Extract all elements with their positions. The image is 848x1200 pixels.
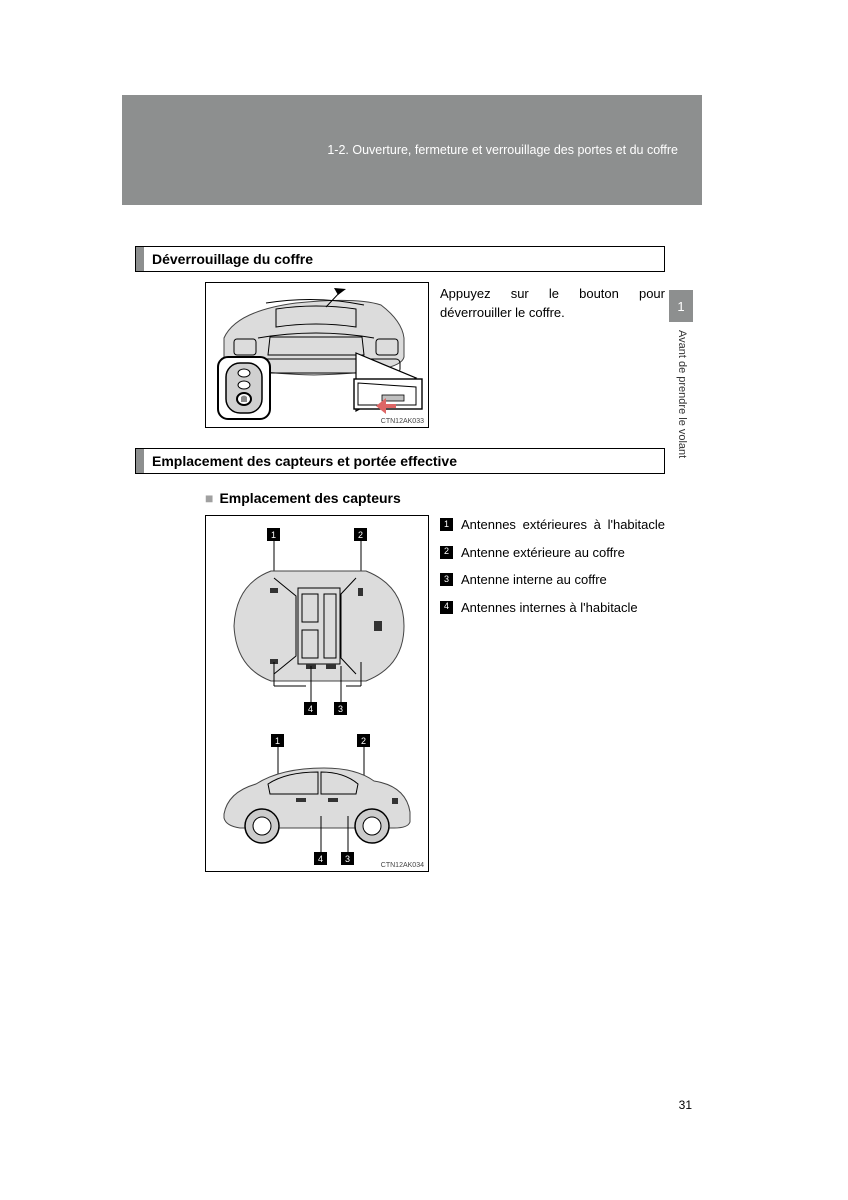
legend-list: 1 Antennes extérieures à l'habitacle 2 A… (440, 515, 665, 625)
legend-text: Antenne interne au coffre (461, 570, 665, 590)
figure-code: CTN12AK034 (381, 862, 424, 869)
legend-item: 1 Antennes extérieures à l'habitacle (440, 515, 665, 535)
section-title: Emplacement des capteurs et portée effec… (152, 453, 457, 469)
legend-number: 4 (440, 601, 453, 614)
callout-label-1: 1 (267, 528, 280, 541)
key-fob-illustration (216, 355, 272, 421)
section-heading-unlock-trunk: Déverrouillage du coffre (135, 246, 665, 272)
sub-heading-sensor-location: ■ Emplacement des capteurs (205, 490, 401, 506)
figure-sensor-locations: 1 2 4 3 1 2 4 3 CTN12AK034 (205, 515, 429, 872)
callout-label-4b: 4 (314, 852, 327, 865)
page-number: 31 (679, 1098, 692, 1112)
legend-item: 4 Antennes internes à l'habitacle (440, 598, 665, 618)
legend-number: 3 (440, 573, 453, 586)
car-diagrams (206, 516, 428, 871)
figure-trunk-unlock: CTN12AK033 (205, 282, 429, 428)
instruction-text-line2: déverrouiller le coffre. (440, 303, 665, 323)
legend-item: 3 Antenne interne au coffre (440, 570, 665, 590)
callout-label-2b: 2 (357, 734, 370, 747)
breadcrumb-text: 1-2. Ouverture, fermeture et verrouillag… (327, 143, 678, 157)
section-title: Déverrouillage du coffre (152, 251, 313, 267)
instruction-text-line1: Appuyez sur le bouton pour (440, 284, 665, 304)
section-heading-sensors: Emplacement des capteurs et portée effec… (135, 448, 665, 474)
legend-item: 2 Antenne extérieure au coffre (440, 543, 665, 563)
chapter-header: 1-2. Ouverture, fermeture et verrouillag… (122, 95, 702, 205)
callout-label-1b: 1 (271, 734, 284, 747)
callout-label-3b: 3 (341, 852, 354, 865)
figure-code: CTN12AK033 (381, 418, 424, 425)
chapter-tab: 1 (669, 290, 693, 322)
legend-number: 2 (440, 546, 453, 559)
sub-heading-text: Emplacement des capteurs (219, 490, 400, 506)
legend-text: Antenne extérieure au coffre (461, 543, 665, 563)
callout-label-4: 4 (304, 702, 317, 715)
legend-text: Antennes extérieures à l'habitacle (461, 515, 665, 535)
legend-number: 1 (440, 518, 453, 531)
chapter-tab-label: Avant de prendre le volant (670, 330, 688, 510)
square-bullet-icon: ■ (205, 490, 213, 506)
legend-text: Antennes internes à l'habitacle (461, 598, 665, 618)
callout-label-3: 3 (334, 702, 347, 715)
callout-label-2: 2 (354, 528, 367, 541)
chapter-tab-number: 1 (677, 299, 684, 314)
